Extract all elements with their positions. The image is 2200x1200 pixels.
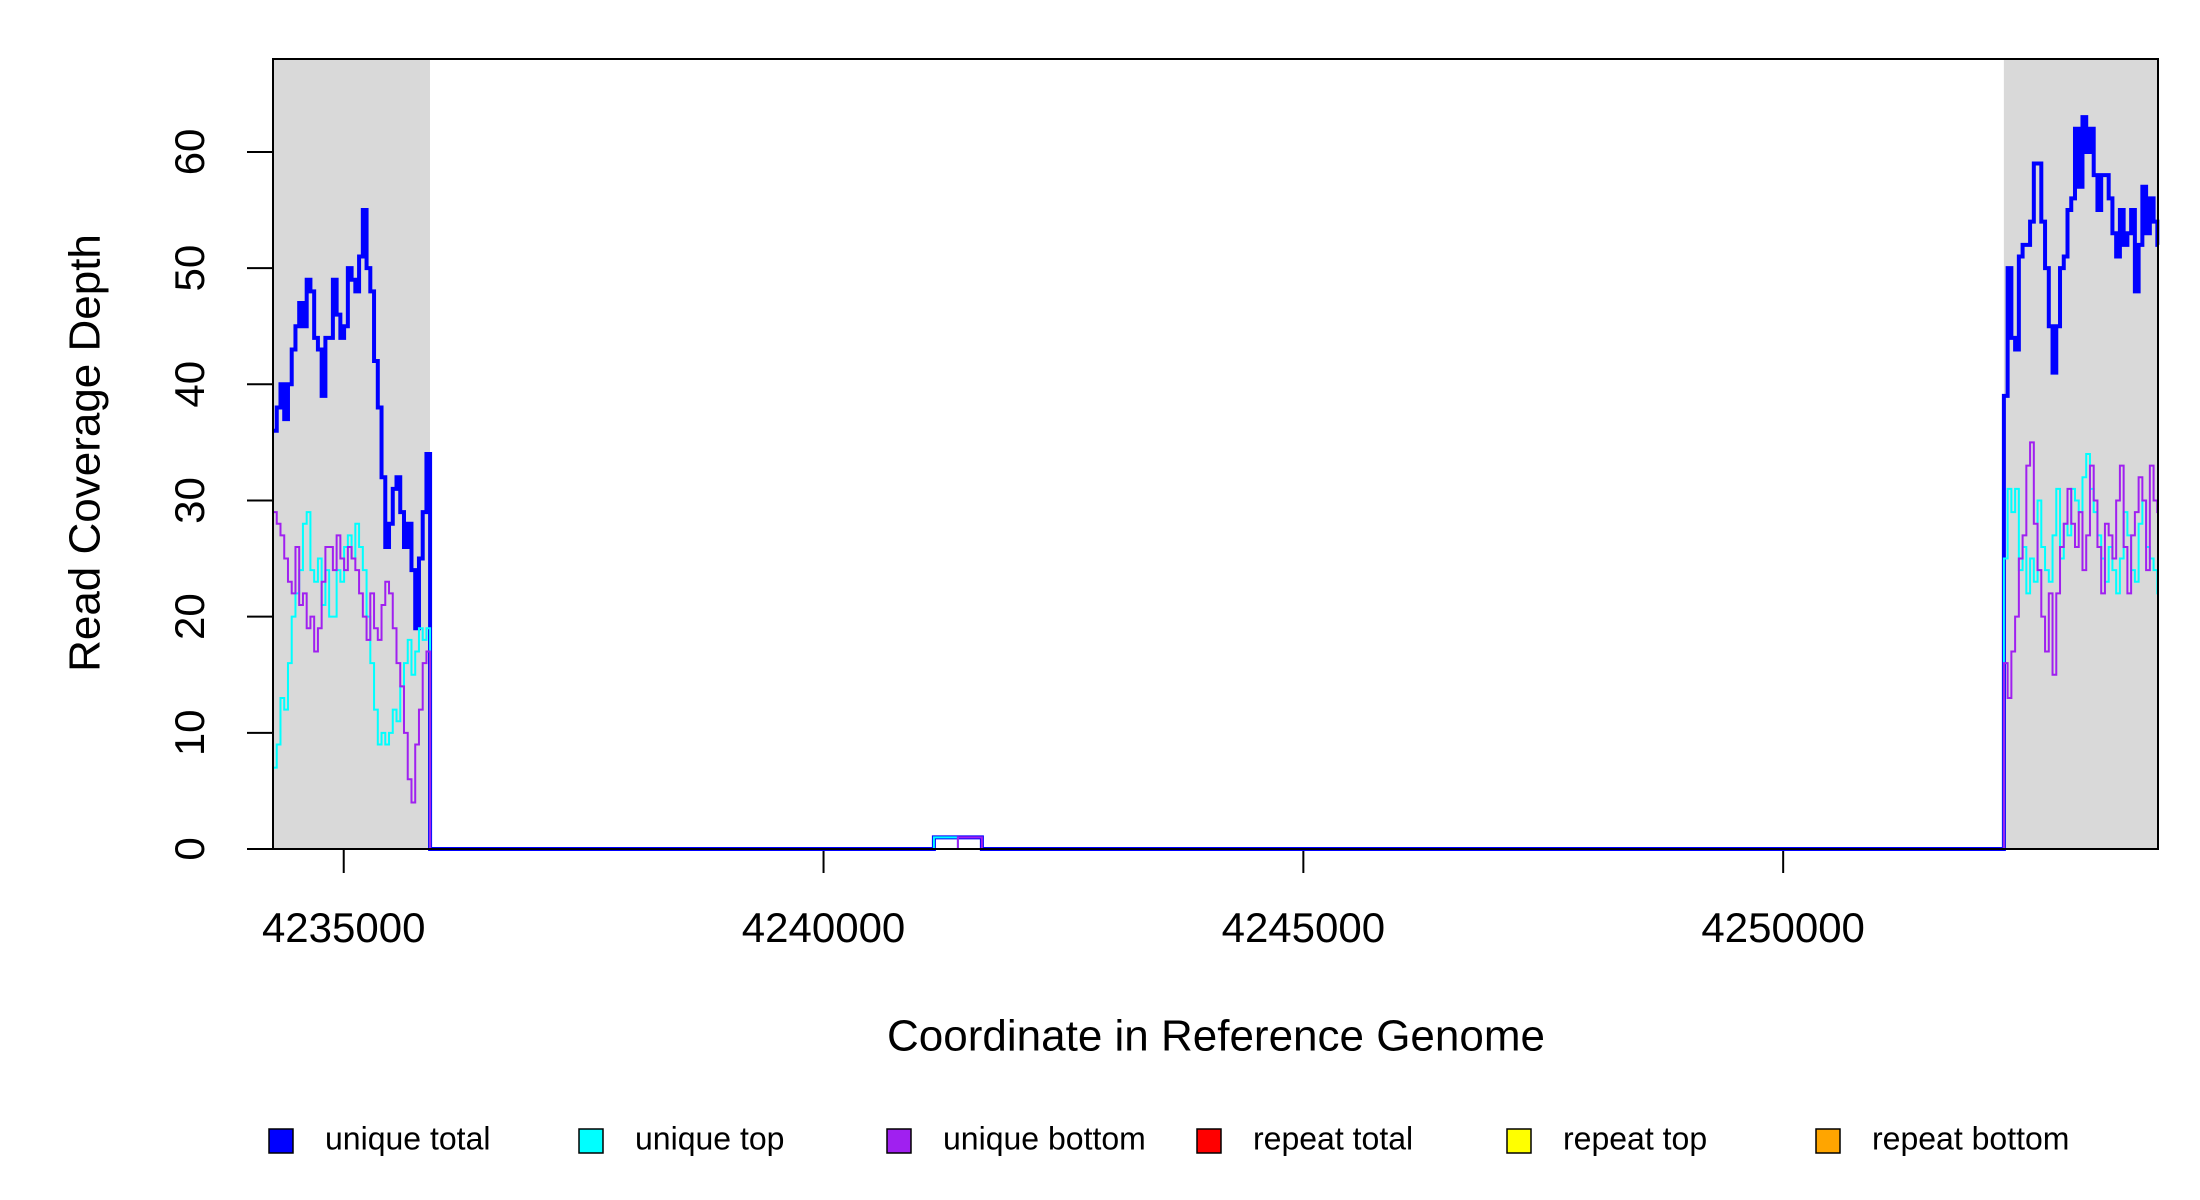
y-tick-label: 40 [166, 361, 213, 408]
legend-label: unique bottom [943, 1120, 1146, 1156]
y-axis-label: Read Coverage Depth [61, 234, 110, 672]
y-tick-label: 10 [166, 709, 213, 756]
legend-label: repeat top [1563, 1120, 1707, 1156]
legend-swatch [1196, 1128, 1222, 1154]
plot-frame [272, 58, 2159, 850]
y-tick-label: 30 [166, 477, 213, 524]
legend-label: unique top [635, 1120, 784, 1156]
x-tick-label: 4245000 [1222, 904, 1386, 951]
legend-swatch [578, 1128, 604, 1154]
coverage-line [273, 453, 2159, 850]
legend-swatch [886, 1128, 912, 1154]
x-tick-label: 4240000 [742, 904, 906, 951]
legend-swatch [268, 1128, 294, 1154]
y-tick-label: 20 [166, 593, 213, 640]
y-tick-label: 0 [166, 837, 213, 860]
x-tick-label: 4235000 [262, 904, 426, 951]
coverage-line [273, 115, 2160, 851]
x-axis-label: Coordinate in Reference Genome [887, 1012, 1545, 1061]
legend-label: repeat total [1253, 1120, 1413, 1156]
legend-label: repeat bottom [1872, 1120, 2069, 1156]
x-tick-label: 4250000 [1701, 904, 1865, 951]
legend-swatch [1506, 1128, 1532, 1154]
legend-swatch [1815, 1128, 1841, 1154]
y-tick-label: 60 [166, 129, 213, 176]
y-tick-label: 50 [166, 245, 213, 292]
shaded-region [273, 59, 430, 849]
coverage-line [273, 441, 2159, 850]
legend-label: unique total [325, 1120, 490, 1156]
